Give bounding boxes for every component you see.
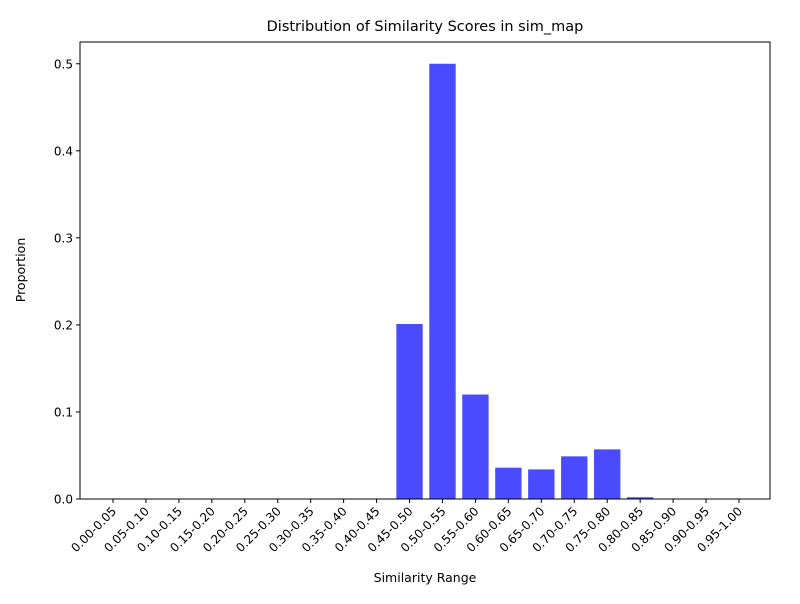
bar-0.60-0.65 (495, 467, 522, 499)
bar-0.45-0.50 (396, 324, 423, 499)
y-tick-label: 0.2 (54, 318, 73, 332)
y-tick-label: 0.0 (54, 493, 73, 507)
bar-0.50-0.55 (429, 63, 456, 499)
y-tick-label: 0.4 (54, 144, 73, 158)
plot-frame (79, 41, 771, 500)
bar-0.80-0.85 (626, 497, 654, 499)
bar-0.55-0.60 (462, 394, 489, 499)
y-tick-label: 0.1 (54, 405, 73, 419)
bars-layer (396, 63, 654, 499)
y-axis-label: Proportion (13, 238, 28, 303)
bar-0.65-0.70 (528, 469, 555, 499)
y-tick-label: 0.5 (54, 57, 73, 71)
bar-0.70-0.75 (561, 456, 588, 499)
x-axis: 0.00-0.050.05-0.100.10-0.150.15-0.200.20… (68, 499, 745, 555)
bar-0.75-0.80 (594, 449, 621, 499)
chart-title: Distribution of Similarity Scores in sim… (267, 19, 584, 35)
y-tick-label: 0.3 (54, 231, 73, 245)
y-axis: 0.0 0.1 0.2 0.3 0.4 0.5 (54, 57, 80, 507)
x-axis-label: Similarity Range (374, 570, 477, 585)
